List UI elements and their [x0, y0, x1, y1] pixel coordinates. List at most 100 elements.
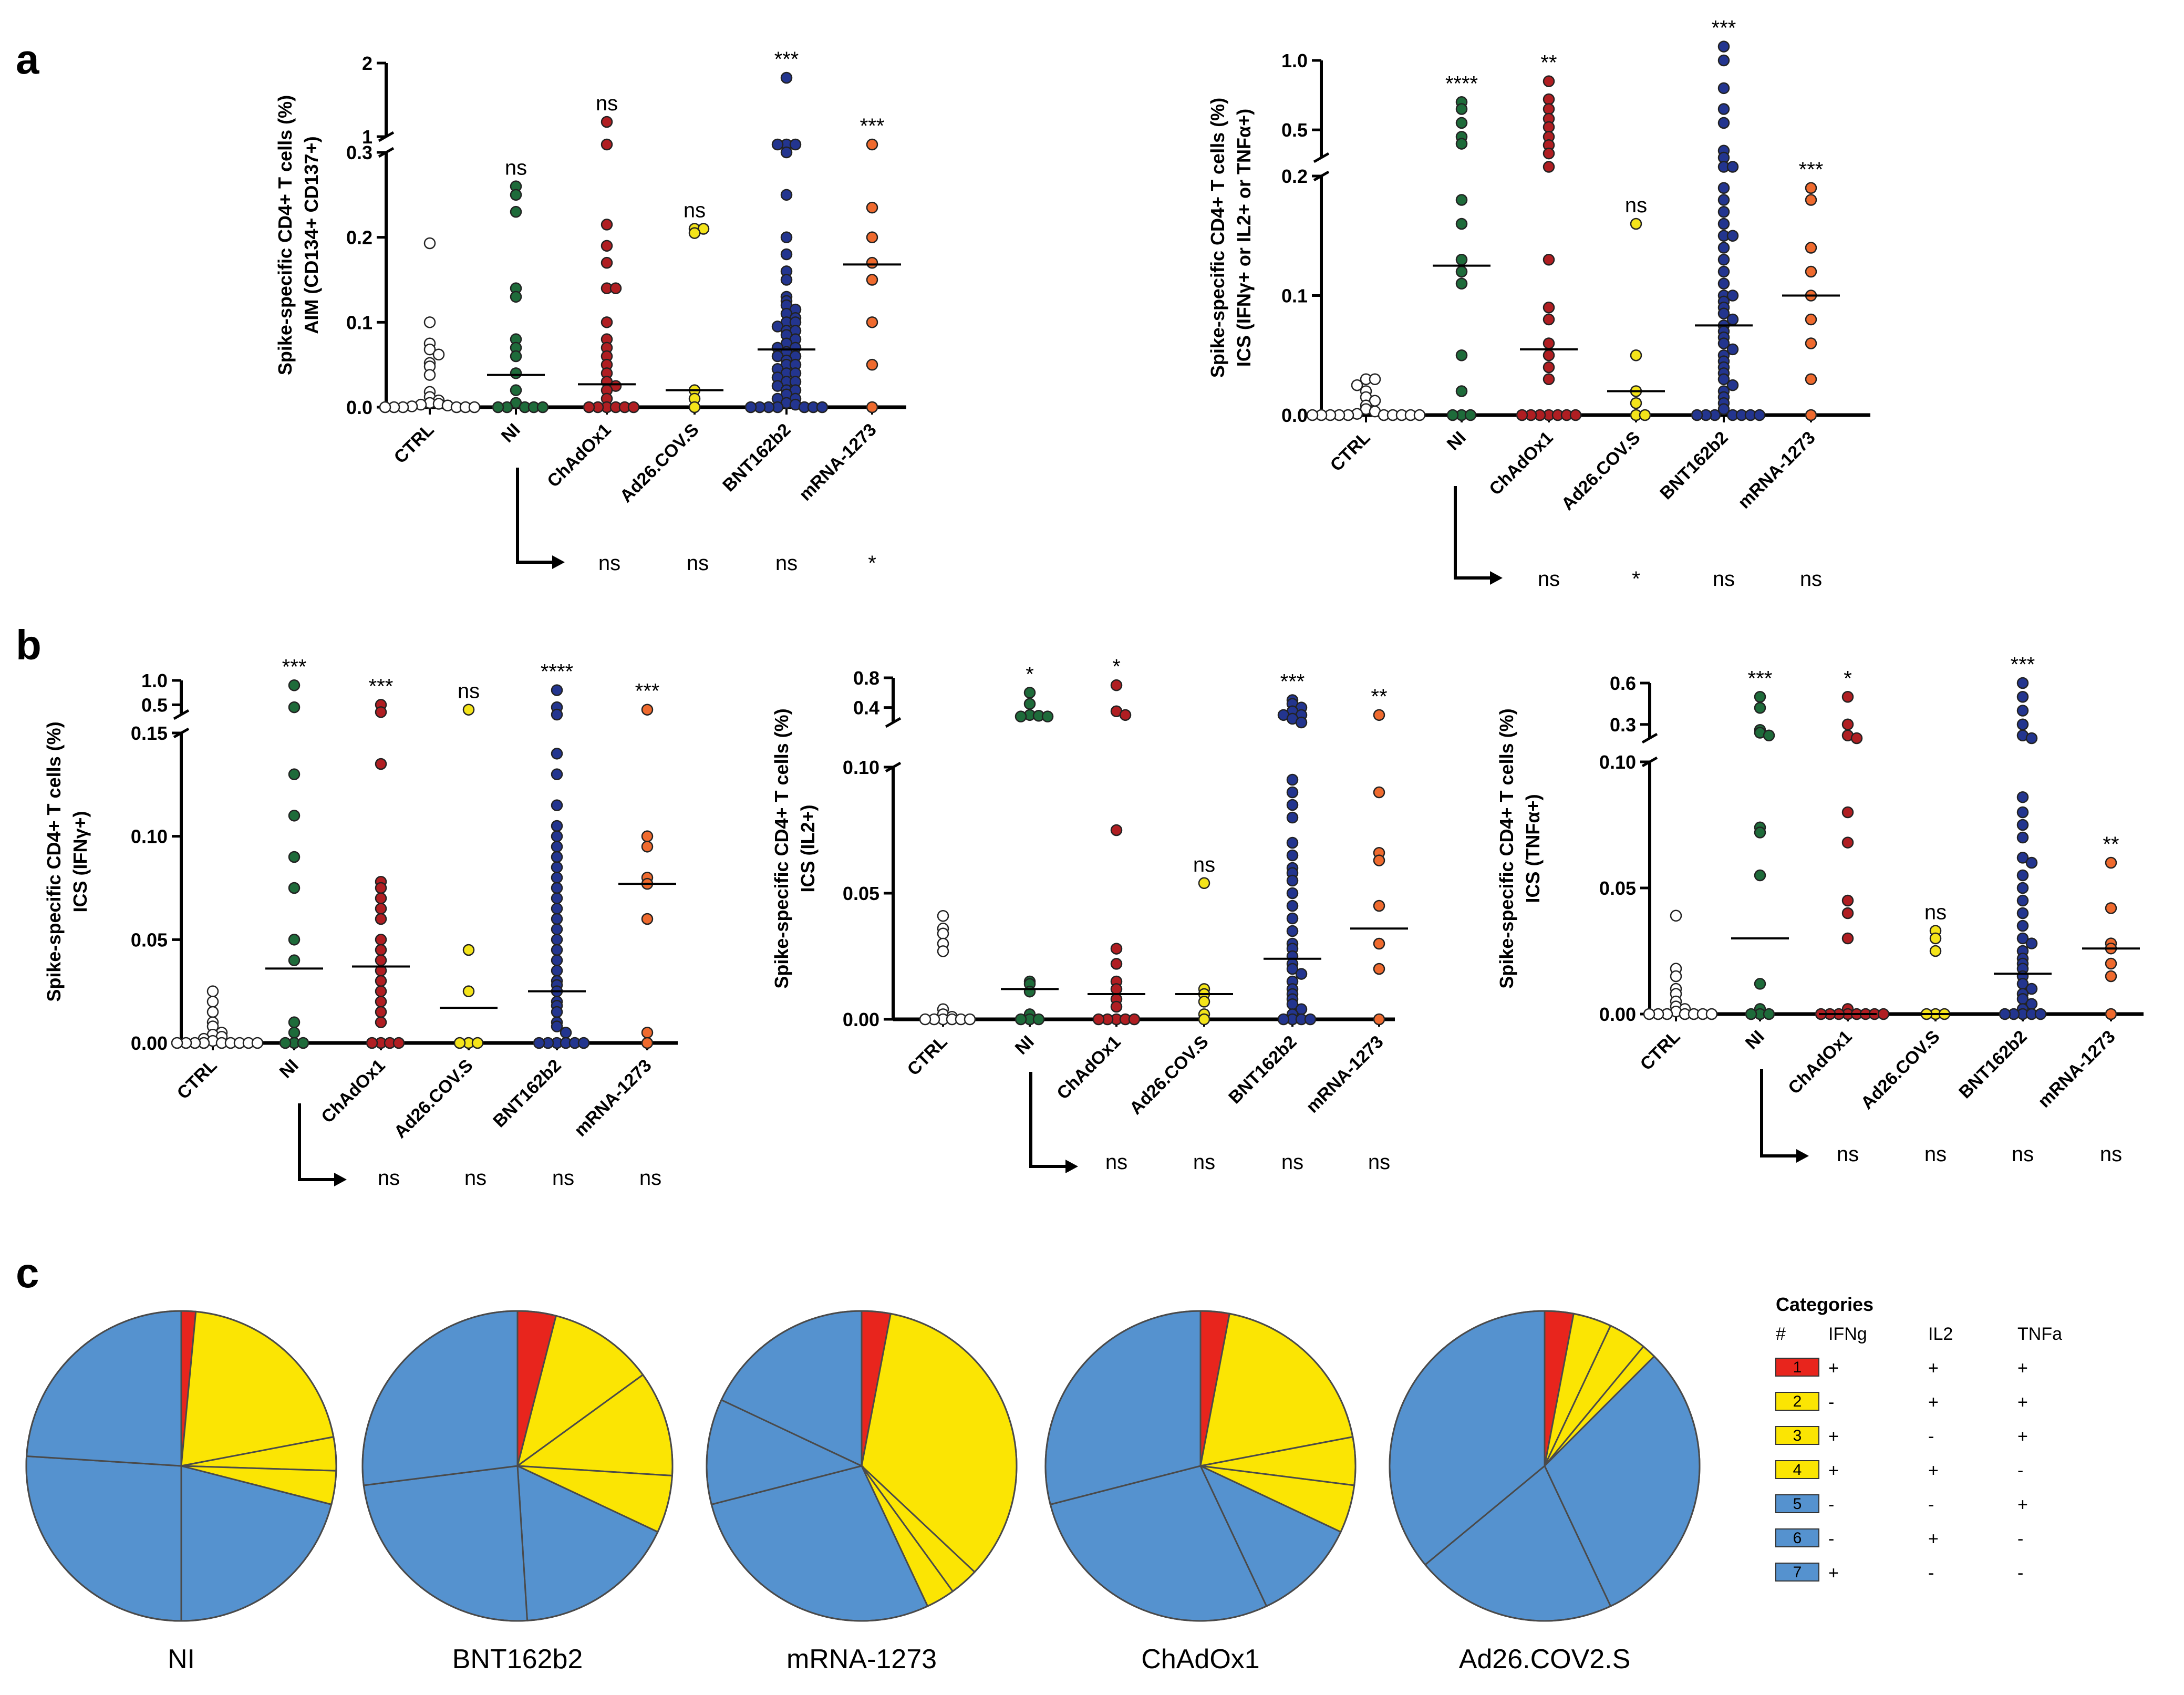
data-point — [780, 231, 793, 243]
data-point — [288, 1027, 301, 1039]
x-tick-label: Ad26.COV.S — [1126, 1032, 1213, 1119]
pie-outline — [706, 1310, 1018, 1622]
comparison-arrow — [1454, 486, 1492, 580]
x-tick-label: CTRL — [904, 1032, 951, 1080]
data-point — [1373, 854, 1385, 866]
data-point — [601, 240, 613, 252]
comparison-label: ns — [2100, 1143, 2122, 1166]
data-point — [375, 954, 387, 966]
data-point — [1128, 1013, 1141, 1026]
y-tick-label: 0.4 — [853, 697, 879, 719]
y-tick-label: 0.15 — [131, 722, 168, 744]
data-point — [1717, 254, 1730, 266]
data-point — [1015, 1013, 1027, 1026]
data-point — [1543, 373, 1555, 385]
legend-swatch — [1775, 1460, 1819, 1479]
significance-label: ns — [1924, 901, 1947, 924]
legend-tnfa: - — [2017, 1563, 2023, 1583]
pie-outline — [25, 1310, 337, 1622]
legend-il2: - — [1928, 1495, 1934, 1515]
y-axis-title: ICS (IL2+) — [797, 804, 819, 892]
data-point — [1805, 265, 1817, 278]
data-point — [1753, 409, 1766, 421]
data-point — [375, 903, 387, 915]
y-tick-label: 0.2 — [346, 227, 372, 249]
data-point — [551, 708, 563, 721]
data-point — [1670, 970, 1682, 983]
data-point — [468, 401, 481, 414]
data-point — [937, 909, 949, 922]
significance-label: ns — [458, 680, 480, 703]
data-point — [1286, 773, 1299, 786]
significance-label: ns — [596, 92, 618, 115]
data-point — [1717, 54, 1730, 67]
y-tick-label: 2 — [362, 53, 372, 74]
data-point — [627, 401, 640, 414]
significance-label: **** — [1445, 72, 1478, 95]
data-point — [1717, 373, 1730, 385]
data-point — [288, 768, 301, 780]
data-point — [1286, 811, 1299, 824]
pie-label: NI — [168, 1644, 195, 1675]
data-point — [551, 944, 563, 956]
x-tick-label: CTRL — [1327, 428, 1374, 476]
data-point — [288, 954, 301, 966]
data-point — [1717, 242, 1730, 254]
data-point — [601, 316, 613, 328]
legend-tnfa: + — [2017, 1358, 2028, 1378]
significance-label: *** — [1280, 670, 1305, 694]
data-point — [1717, 82, 1730, 95]
data-point — [1717, 265, 1730, 278]
comparison-label: ns — [2012, 1143, 2034, 1166]
y-tick-label: 0.0 — [346, 397, 372, 418]
data-point — [2016, 919, 2029, 932]
data-point — [866, 138, 878, 151]
data-point — [510, 205, 522, 218]
panel-label-a: a — [16, 36, 39, 82]
data-point — [1286, 849, 1299, 862]
data-point — [937, 927, 949, 940]
y-tick-label: 0.5 — [141, 694, 168, 716]
x-tick-label: mRNA-1273 — [1302, 1032, 1388, 1117]
comparison-arrow — [1760, 1069, 1798, 1157]
data-point — [1754, 702, 1766, 714]
data-point — [688, 227, 701, 239]
data-point — [1306, 409, 1319, 421]
comparison-label: ns — [378, 1166, 400, 1190]
data-point — [510, 291, 522, 303]
legend-tnfa: - — [2017, 1461, 2023, 1481]
data-point — [1369, 373, 1381, 385]
data-point — [1455, 117, 1468, 129]
significance-label: ns — [505, 157, 527, 180]
data-point — [423, 316, 436, 328]
pie-slice — [363, 1465, 529, 1622]
x-tick-label: Ad26.COV.S — [1857, 1027, 1944, 1113]
data-point — [1630, 349, 1642, 361]
data-point — [551, 841, 563, 853]
data-point — [1841, 691, 1854, 703]
y-axis-title: Spike-specific CD4+ T cells (%) — [1496, 708, 1517, 988]
data-point — [1286, 900, 1299, 912]
data-point — [1198, 877, 1210, 890]
data-point — [1763, 729, 1775, 741]
x-tick-label: Ad26.COV.S — [390, 1056, 477, 1142]
comparison-label: * — [868, 552, 876, 575]
legend-swatch — [1775, 1494, 1819, 1513]
data-point — [1754, 826, 1766, 839]
data-point — [1543, 302, 1555, 314]
pie-BNT162b2: BNT162b2 — [361, 1310, 674, 1675]
comparison-label: ns — [1105, 1151, 1127, 1174]
data-point — [1295, 716, 1308, 729]
comparison-label: ns — [687, 552, 709, 575]
chart-b3: 0.00 0.05 0.10 0.3 0.6 Spike-specific CD4+ T … — [1496, 653, 2144, 1166]
data-point — [1277, 1013, 1290, 1026]
panel-label-c: c — [16, 1249, 39, 1296]
data-point — [1726, 343, 1739, 356]
legend-swatch — [1775, 1563, 1819, 1582]
data-point — [583, 401, 595, 414]
x-tick-label: NI — [1011, 1032, 1038, 1059]
data-point — [551, 954, 563, 966]
legend-ifng: + — [1828, 1563, 1839, 1583]
legend-number: 1 — [1793, 1359, 1802, 1376]
data-point — [2016, 932, 2029, 945]
